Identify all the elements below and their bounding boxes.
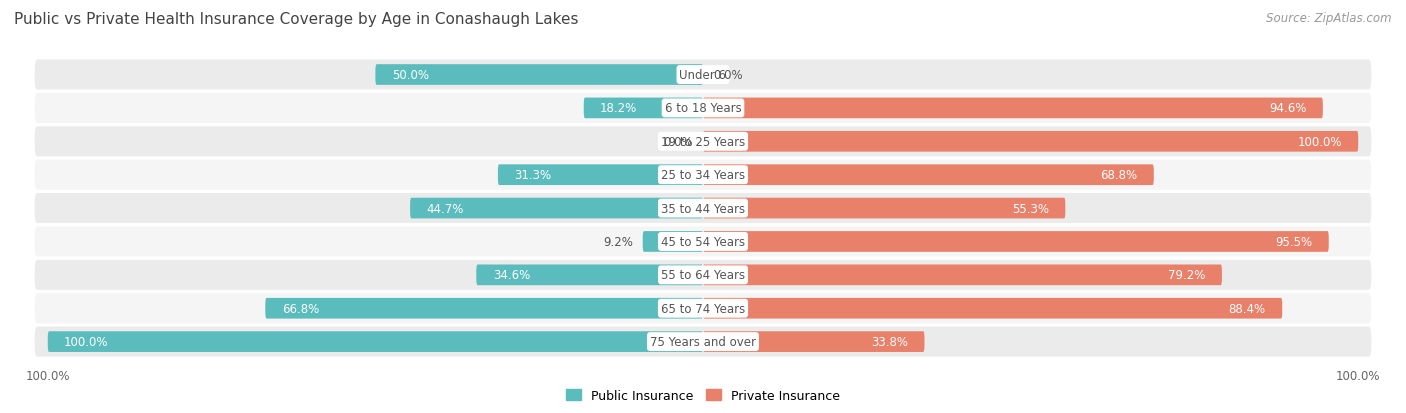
FancyBboxPatch shape <box>35 327 1371 357</box>
FancyBboxPatch shape <box>703 232 1329 252</box>
FancyBboxPatch shape <box>35 194 1371 223</box>
Text: 44.7%: 44.7% <box>426 202 464 215</box>
FancyBboxPatch shape <box>35 227 1371 257</box>
Text: 55 to 64 Years: 55 to 64 Years <box>661 269 745 282</box>
FancyBboxPatch shape <box>35 94 1371 123</box>
FancyBboxPatch shape <box>35 160 1371 190</box>
FancyBboxPatch shape <box>35 260 1371 290</box>
FancyBboxPatch shape <box>703 98 1323 119</box>
Text: 6 to 18 Years: 6 to 18 Years <box>665 102 741 115</box>
Text: 33.8%: 33.8% <box>872 335 908 348</box>
FancyBboxPatch shape <box>703 298 1282 319</box>
Text: 65 to 74 Years: 65 to 74 Years <box>661 302 745 315</box>
FancyBboxPatch shape <box>411 198 703 219</box>
Text: 0.0%: 0.0% <box>664 135 693 148</box>
Text: 31.3%: 31.3% <box>515 169 551 182</box>
FancyBboxPatch shape <box>583 98 703 119</box>
FancyBboxPatch shape <box>703 198 1066 219</box>
FancyBboxPatch shape <box>703 132 1358 152</box>
Text: 94.6%: 94.6% <box>1270 102 1306 115</box>
Text: Source: ZipAtlas.com: Source: ZipAtlas.com <box>1267 12 1392 25</box>
FancyBboxPatch shape <box>703 265 1222 285</box>
FancyBboxPatch shape <box>498 165 703 185</box>
FancyBboxPatch shape <box>643 232 703 252</box>
FancyBboxPatch shape <box>703 165 1154 185</box>
Text: 88.4%: 88.4% <box>1229 302 1265 315</box>
Text: 66.8%: 66.8% <box>281 302 319 315</box>
FancyBboxPatch shape <box>703 332 925 352</box>
Text: 75 Years and over: 75 Years and over <box>650 335 756 348</box>
FancyBboxPatch shape <box>48 332 703 352</box>
Text: Under 6: Under 6 <box>679 69 727 82</box>
FancyBboxPatch shape <box>266 298 703 319</box>
Text: 0.0%: 0.0% <box>713 69 742 82</box>
Text: 100.0%: 100.0% <box>65 335 108 348</box>
Text: Public vs Private Health Insurance Coverage by Age in Conashaugh Lakes: Public vs Private Health Insurance Cover… <box>14 12 578 27</box>
Legend: Public Insurance, Private Insurance: Public Insurance, Private Insurance <box>561 384 845 407</box>
Text: 50.0%: 50.0% <box>392 69 429 82</box>
Text: 68.8%: 68.8% <box>1101 169 1137 182</box>
Text: 95.5%: 95.5% <box>1275 235 1312 248</box>
Text: 35 to 44 Years: 35 to 44 Years <box>661 202 745 215</box>
FancyBboxPatch shape <box>35 294 1371 323</box>
Text: 45 to 54 Years: 45 to 54 Years <box>661 235 745 248</box>
FancyBboxPatch shape <box>375 65 703 85</box>
Text: 9.2%: 9.2% <box>603 235 633 248</box>
Text: 19 to 25 Years: 19 to 25 Years <box>661 135 745 148</box>
Text: 34.6%: 34.6% <box>492 269 530 282</box>
Text: 100.0%: 100.0% <box>1298 135 1341 148</box>
FancyBboxPatch shape <box>35 60 1371 90</box>
Text: 25 to 34 Years: 25 to 34 Years <box>661 169 745 182</box>
Text: 55.3%: 55.3% <box>1012 202 1049 215</box>
FancyBboxPatch shape <box>35 127 1371 157</box>
Text: 18.2%: 18.2% <box>600 102 637 115</box>
FancyBboxPatch shape <box>477 265 703 285</box>
Text: 79.2%: 79.2% <box>1168 269 1205 282</box>
